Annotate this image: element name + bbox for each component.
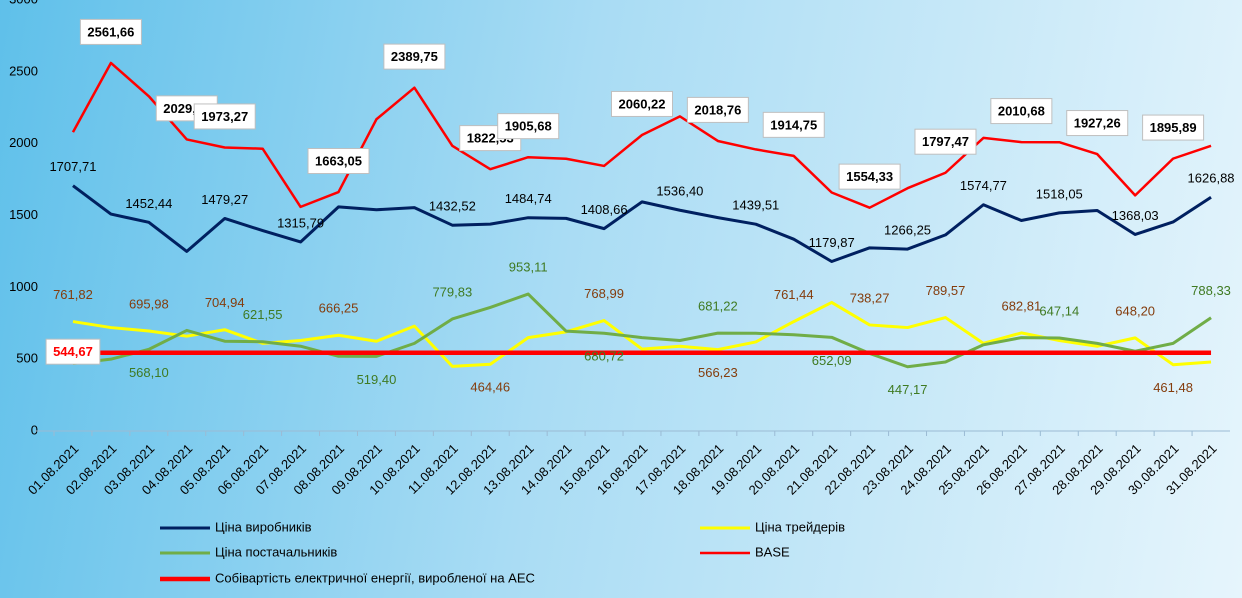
data-label: 1408,66 [581,202,628,217]
y-tick-label: 500 [16,351,38,366]
data-label: 788,33 [1191,283,1231,298]
data-label: 1914,75 [770,117,817,132]
label-box [1066,110,1129,137]
label-box [79,18,142,45]
data-label: 1927,26 [1074,116,1121,131]
data-label: 1479,27 [201,192,248,207]
label-box [838,163,901,190]
legend-label: Ціна виробників [215,519,312,534]
data-label: 2010,68 [998,104,1045,119]
data-label: 464,46 [470,380,510,395]
data-label: 1315,79 [277,215,324,230]
label-box [45,338,101,365]
data-label: 695,98 [129,296,169,311]
data-label: 544,67 [53,344,93,359]
data-label: 761,44 [774,287,814,302]
data-label: 647,14 [1039,303,1079,318]
data-label: 1368,03 [1112,208,1159,223]
data-label: 1797,47 [922,134,969,149]
data-label: 461,48 [1153,380,1193,395]
y-tick-label: 2000 [9,135,38,150]
data-label: 768,99 [584,286,624,301]
data-label: 1536,40 [656,184,703,199]
legend-label: Собівартість електричної енергії, виробл… [215,570,535,585]
data-label: 568,10 [129,365,169,380]
y-tick-label: 1500 [9,207,38,222]
data-label: 1574,77 [960,178,1007,193]
y-tick-label: 3000 [9,0,38,6]
label-box [762,111,825,138]
label-box [193,103,256,130]
data-label: 1554,33 [846,169,893,184]
data-label: 779,83 [432,284,472,299]
data-label: 789,57 [926,283,966,298]
data-label: 519,40 [357,372,397,387]
data-label: 1626,88 [1188,171,1235,186]
legend-label: BASE [755,544,790,559]
data-label: 682,81 [1001,298,1041,313]
data-label: 621,55 [243,307,283,322]
y-tick-label: 1000 [9,279,38,294]
data-label: 1663,05 [315,154,362,169]
data-label: 761,82 [53,287,93,302]
data-label: 2060,22 [619,96,666,111]
data-label: 1484,74 [505,191,552,206]
data-label: 1518,05 [1036,186,1083,201]
label-box [914,128,977,155]
legend-label: Ціна трейдерів [755,519,845,534]
series-line [71,61,1212,209]
data-label: 704,94 [205,295,245,310]
data-label: 1179,87 [809,235,855,250]
label-box [497,113,560,140]
series-line [72,292,1212,369]
label-box [1142,114,1205,141]
y-tick-label: 2500 [9,63,38,78]
series-line [72,184,1212,263]
data-label: 1266,25 [884,223,931,238]
data-label: 1973,27 [201,109,248,124]
legend-label: Ціна постачальників [215,544,337,559]
data-label: 2018,76 [694,102,741,117]
data-label: 1452,44 [125,196,172,211]
y-tick-label: 0 [31,422,38,437]
data-label: 953,11 [509,260,548,275]
data-label: 648,20 [1115,303,1155,318]
data-label: 2389,75 [391,49,438,64]
data-label: 681,22 [698,299,738,314]
data-label: 738,27 [850,290,890,305]
data-label: 447,17 [888,382,928,397]
data-label: 1707,71 [49,159,96,174]
data-label: 1905,68 [505,119,552,134]
data-label: 1895,89 [1150,120,1197,135]
label-box [686,96,749,123]
data-label: 680,72 [584,349,624,364]
data-label: 566,23 [698,365,738,380]
data-label: 666,25 [319,301,359,316]
label-box [990,98,1053,125]
data-label: 1432,52 [429,199,476,214]
data-label: 652,09 [812,353,852,368]
label-box [383,43,446,70]
data-label: 2561,66 [87,24,134,39]
label-box [611,90,673,117]
label-box [307,148,370,175]
series-line [72,300,1212,368]
data-label: 1439,51 [732,198,779,213]
